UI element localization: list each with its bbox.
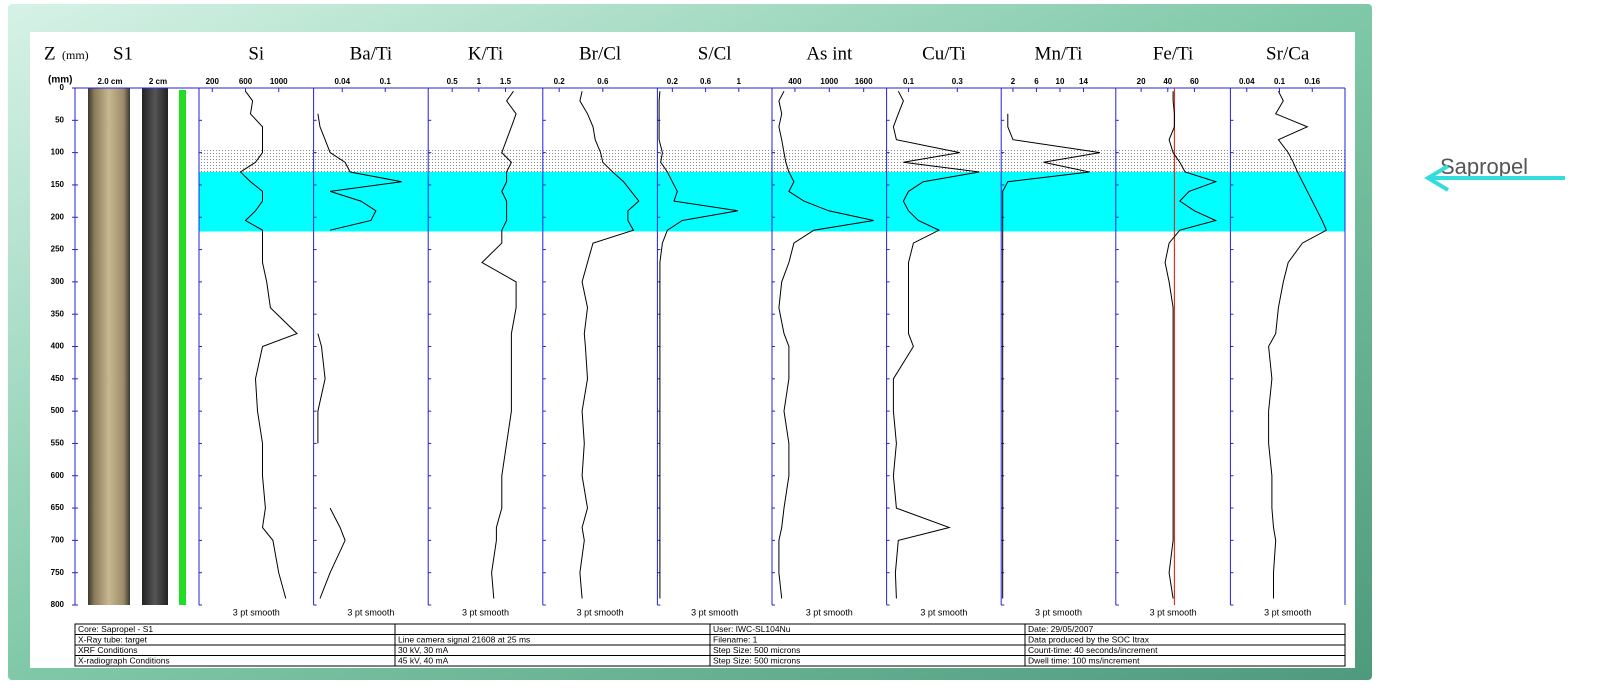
- x-tick-label: 14: [1079, 77, 1088, 86]
- x-tick-label: 1: [737, 77, 742, 86]
- y-tick-label: 650: [51, 503, 65, 512]
- panel-title: Ba/Ti: [350, 43, 393, 64]
- panel-title: Fe/Ti: [1153, 43, 1194, 64]
- y-tick-label: 700: [51, 535, 65, 544]
- panel-note: 3 pt smooth: [691, 607, 738, 617]
- x-tick-label: 600: [239, 77, 253, 86]
- figure-area: [30, 32, 1355, 668]
- y-tick-label: 50: [55, 115, 64, 124]
- y-tick-label: 550: [51, 439, 65, 448]
- z-label: Z: [44, 43, 56, 64]
- table-cell: User: IWC-SL104Nu: [713, 624, 791, 634]
- table-cell: Filename: 1: [713, 635, 758, 645]
- x-tick-label: 1000: [270, 77, 288, 86]
- x-tick-label: 200: [206, 77, 220, 86]
- x-tick-label: 0.1: [903, 77, 915, 86]
- panel-note: 3 pt smooth: [462, 607, 509, 617]
- panel-note: 3 pt smooth: [577, 607, 624, 617]
- y-tick-label: 500: [51, 406, 65, 415]
- x-tick-label: 20: [1137, 77, 1146, 86]
- x-tick-label: 6: [1034, 77, 1039, 86]
- panel-note: 3 pt smooth: [1150, 607, 1197, 617]
- annotation: Sapropel: [1440, 154, 1528, 179]
- scale-label: 2.0 cm: [98, 77, 123, 86]
- x-tick-label: 400: [788, 77, 802, 86]
- panel-note: 3 pt smooth: [920, 607, 967, 617]
- panel-title: Sr/Ca: [1266, 43, 1310, 64]
- z-unit: (mm): [62, 48, 89, 62]
- table-cell: X-Ray tube: target: [78, 635, 148, 645]
- table-cell: Line camera signal 21608 at 25 ms: [398, 635, 530, 645]
- x-tick-label: 0.16: [1304, 77, 1320, 86]
- x-tick-label: 40: [1163, 77, 1172, 86]
- table-cell: X-radiograph Conditions: [78, 656, 170, 666]
- panel-note: 3 pt smooth: [347, 607, 394, 617]
- x-tick-label: 0.2: [667, 77, 679, 86]
- x-tick-label: 10: [1056, 77, 1065, 86]
- panel-title: Mn/Ti: [1035, 43, 1083, 64]
- x-tick-label: 0.3: [952, 77, 964, 86]
- y-tick-label: 400: [51, 342, 65, 351]
- panel-note: 3 pt smooth: [806, 607, 853, 617]
- table-cell: Core: Sapropel - S1: [78, 624, 153, 634]
- core-photo: [88, 88, 130, 605]
- table-cell: 45 kV, 40 mA: [398, 656, 449, 666]
- x-tick-label: 1600: [855, 77, 873, 86]
- x-tick-label: 60: [1190, 77, 1199, 86]
- table-cell: Date: 29/05/2007: [1028, 624, 1093, 634]
- y-tick-label: 200: [51, 212, 65, 221]
- x-tick-label: 0.04: [334, 77, 350, 86]
- y-tick-label: 250: [51, 245, 65, 254]
- panel-title: Cu/Ti: [922, 43, 966, 64]
- x-tick-label: 2: [1011, 77, 1016, 86]
- table-cell: Data produced by the SOC Itrax: [1028, 635, 1150, 645]
- y-tick-label: 0: [60, 83, 65, 92]
- y-tick-label: 150: [51, 180, 65, 189]
- table-cell: Dwell time: 100 ms/increment: [1028, 656, 1140, 666]
- panel-title: Si: [248, 43, 264, 64]
- x-tick-label: 0.1: [380, 77, 392, 86]
- table-cell: 30 kV, 30 mA: [398, 645, 449, 655]
- y-tick-label: 750: [51, 568, 65, 577]
- y-tick-label: 100: [51, 148, 65, 157]
- x-tick-label: 0.6: [597, 77, 609, 86]
- panel-title: S/Cl: [698, 43, 732, 64]
- table-cell: Step Size: 500 microns: [713, 656, 800, 666]
- x-tick-label: 1000: [820, 77, 838, 86]
- core-bar: [179, 90, 186, 605]
- figure: Z (mm) S1 (mm) 2.0 cm 2 cm Sapropel 0501…: [0, 0, 1602, 693]
- x-tick-label: 0.5: [447, 77, 459, 86]
- panel-note: 3 pt smooth: [1035, 607, 1082, 617]
- x-tick-label: 0.2: [554, 77, 566, 86]
- x-tick-label: 1: [477, 77, 482, 86]
- y-tick-label: 300: [51, 277, 65, 286]
- y-tick-label: 600: [51, 471, 65, 480]
- panel-title: K/Ti: [468, 43, 503, 64]
- x-tick-label: 0.6: [700, 77, 712, 86]
- y-tick-label: 800: [51, 600, 65, 609]
- table-cell: Step Size: 500 microns: [713, 645, 800, 655]
- y-tick-label: 450: [51, 374, 65, 383]
- panel-note: 3 pt smooth: [233, 607, 280, 617]
- core-xray: [142, 88, 168, 605]
- table-cell: Count-time: 40 seconds/increment: [1028, 645, 1158, 655]
- x-tick-label: 1.5: [500, 77, 512, 86]
- x-tick-label: 0.1: [1274, 77, 1286, 86]
- panel-title: As int: [806, 43, 853, 64]
- panel-note: 3 pt smooth: [1264, 607, 1311, 617]
- y-tick-label: 350: [51, 309, 65, 318]
- scale-label: 2 cm: [149, 77, 167, 86]
- x-tick-label: 0.04: [1239, 77, 1255, 86]
- core-label: S1: [113, 43, 133, 64]
- panel-title: Br/Cl: [579, 43, 621, 64]
- table-cell: XRF Conditions: [78, 645, 138, 655]
